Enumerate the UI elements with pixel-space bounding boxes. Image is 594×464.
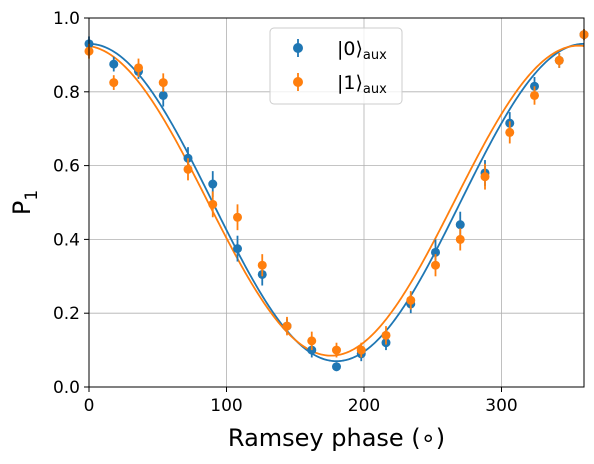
y-tick-label: 0.6 [53,157,80,177]
data-point [530,90,539,100]
y-axis-label: P1 [8,190,42,215]
series-1 [84,29,589,358]
data-point [158,78,168,88]
data-point [381,330,391,340]
data-point [480,172,490,182]
legend-label-1-name: |1⟩ [337,72,363,94]
data-point [431,260,440,270]
data-point [282,321,292,331]
x-axis-label: Ramsey phase (∘) [228,424,445,452]
legend-label-1-subscript: aux [363,82,387,97]
data-point [233,212,242,222]
data-point [233,244,242,254]
data-point [134,63,143,73]
legend-label-0-subscript: aux [363,48,387,63]
x-tick-label: 200 [348,396,380,416]
axis-ticks: 0 100 200 300 0.0 0.2 0.4 0.6 0.8 1.0 [53,9,518,416]
y-axis-label-subscript: 1 [22,190,42,201]
y-tick-label: 0.4 [53,230,80,250]
data-point [332,362,341,372]
data-point [158,90,168,100]
data-point [208,179,218,189]
y-tick-label: 0.0 [53,378,80,398]
y-tick-label: 1.0 [53,9,80,29]
data-point [208,199,218,209]
legend: |0⟩aux |1⟩aux [269,27,403,105]
y-tick-label: 0.8 [53,83,80,103]
fit-curve-0 [88,42,585,363]
data-point [356,345,366,355]
data-point [455,220,465,230]
x-tick-label: 0 [84,396,95,416]
legend-marker-0 [293,43,303,53]
y-tick-label: 0.2 [53,304,80,324]
data-point [183,164,193,174]
data-point [307,336,317,346]
legend-label-0: |0⟩aux [337,38,387,63]
legend-marker-1 [293,77,303,87]
data-points [84,29,589,372]
data-point [406,295,416,305]
data-point [109,78,119,88]
x-tick-label: 300 [485,396,517,416]
x-tick-label: 100 [210,396,242,416]
legend-label-1: |1⟩aux [337,72,387,97]
legend-label-0-name: |0⟩ [337,38,363,60]
data-point [554,55,564,65]
data-point [109,59,119,69]
y-axis-label-main: P [8,201,36,215]
plot-frame [88,17,585,388]
legend-entry-0: |0⟩aux [293,38,387,63]
data-point [257,260,267,270]
legend-box [269,27,403,105]
data-point [505,127,515,137]
legend-entry-1: |1⟩aux [293,72,387,97]
data-point [455,234,465,244]
data-point [431,247,440,257]
data-point [332,345,341,355]
